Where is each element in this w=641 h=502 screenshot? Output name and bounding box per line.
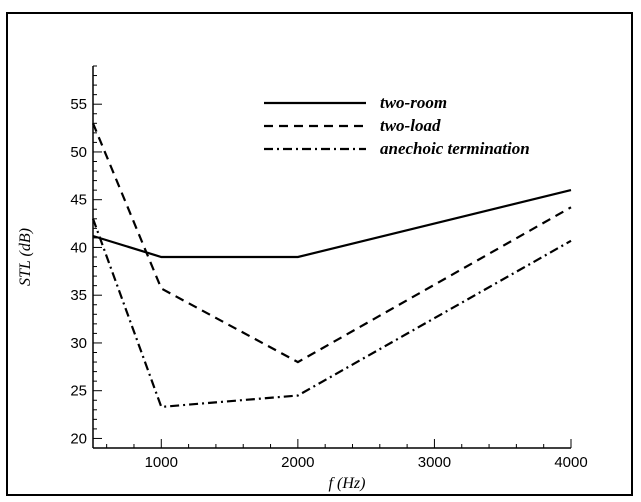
legend-label: anechoic termination	[380, 139, 530, 158]
x-axis-label: f (Hz)	[329, 475, 366, 492]
series-line-two-load	[91, 122, 572, 364]
x-tick-label: 2000	[281, 454, 314, 471]
x-tick-label: 3000	[418, 454, 451, 471]
y-tick-label: 25	[70, 383, 87, 400]
y-tick-label: 20	[70, 430, 87, 447]
series-line-anechoic-termination	[91, 218, 572, 409]
y-tick-label: 50	[70, 144, 87, 161]
y-tick-label: 45	[70, 192, 87, 209]
legend-label: two-room	[380, 93, 447, 112]
series-line-two-room	[92, 189, 572, 259]
y-tick-label: 30	[70, 335, 87, 352]
y-tick-label: 40	[70, 239, 87, 256]
y-tick-label: 55	[70, 96, 87, 113]
x-tick-label: 4000	[554, 454, 587, 471]
y-axis-label: STL (dB)	[17, 228, 34, 286]
chart-figure: 20 25 30 35 40 45 50 55 1000 2000 3000 4000 two-roo…	[6, 12, 633, 496]
y-tick-label: 35	[70, 287, 87, 304]
x-tick-label: 1000	[145, 454, 178, 471]
line-chart: 20 25 30 35 40 45 50 55 1000 2000 3000 4000 two-roo…	[17, 65, 588, 492]
legend-label: two-load	[380, 116, 441, 135]
